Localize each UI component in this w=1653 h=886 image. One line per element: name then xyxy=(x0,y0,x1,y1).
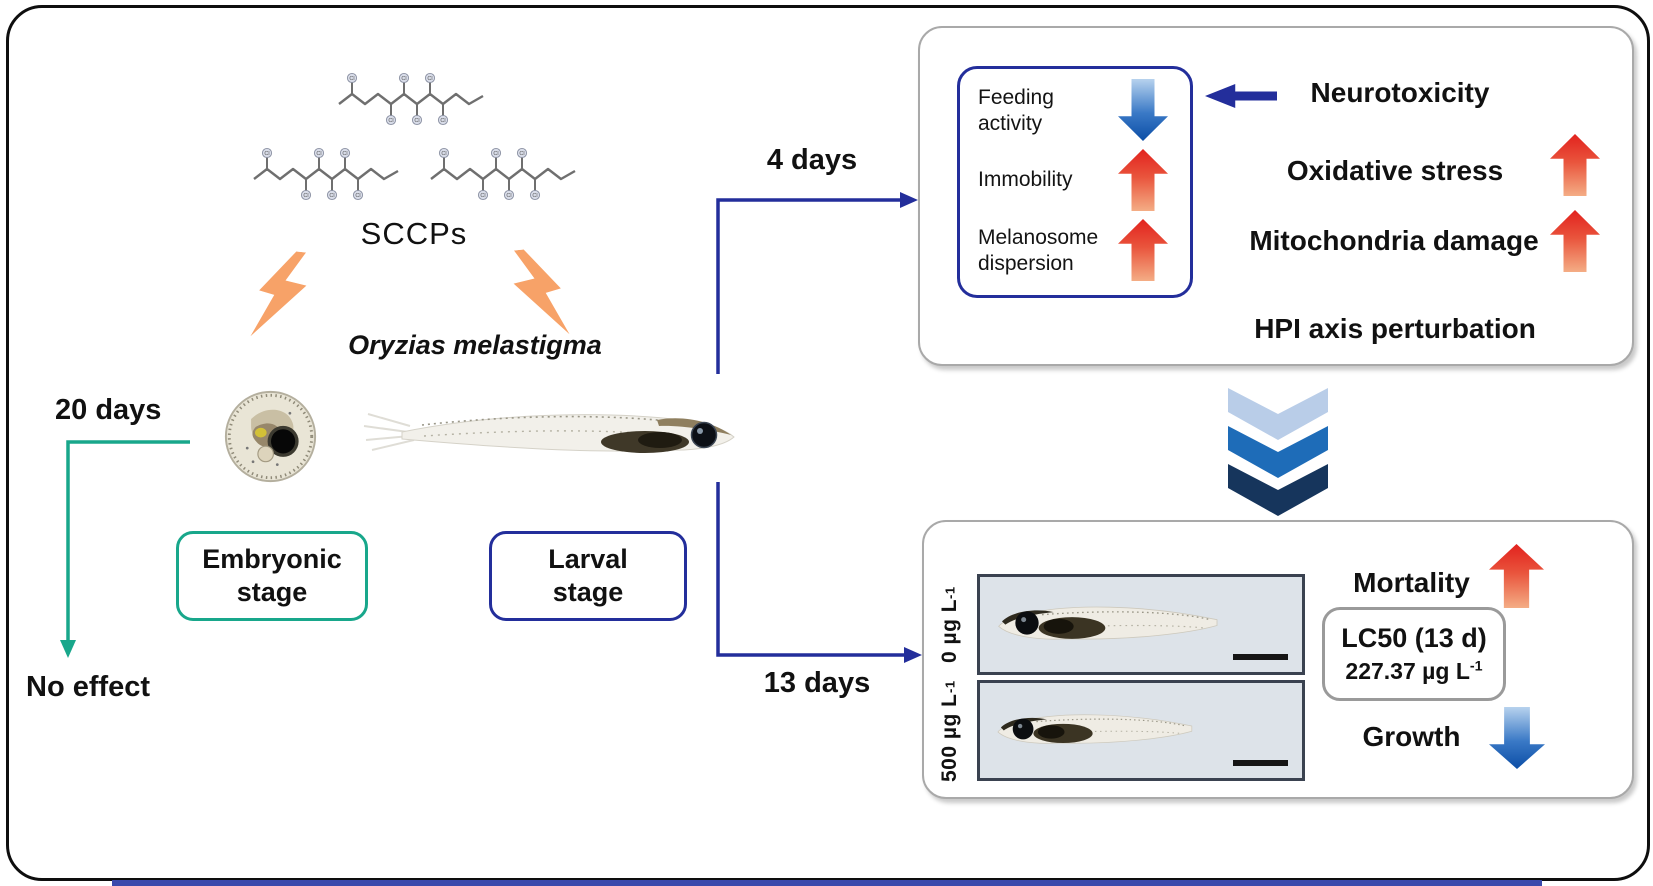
embryo-duration-label: 20 days xyxy=(55,394,162,426)
scale-bar xyxy=(1233,760,1288,766)
treated-concentration: 500 µg L xyxy=(938,693,961,782)
oxidative-stress-increase-arrow-icon xyxy=(1550,134,1600,196)
neurotoxicity-label: Neurotoxicity xyxy=(1310,77,1490,108)
chronic-effects-box: 0 µg L -1 500 µg L -1 Mortality xyxy=(922,520,1634,799)
long-exposure-label: 13 days xyxy=(763,667,871,699)
scale-bar xyxy=(1233,654,1288,660)
growth-label: Growth xyxy=(1362,721,1461,752)
mitochondria-damage-label: Mitochondria damage xyxy=(1249,225,1539,256)
mortality-label: Mortality xyxy=(1353,567,1470,598)
short-exposure-arrow xyxy=(716,192,918,374)
melanosome-dispersion-label: Melanosome dispersion xyxy=(978,226,1099,276)
no-effect-arrow xyxy=(60,440,190,658)
short-exposure-label: 4 days xyxy=(766,144,858,176)
larva-photo xyxy=(363,413,735,453)
no-effect-label: No effect xyxy=(26,671,151,703)
sccps-label: SCCPs xyxy=(360,216,468,251)
micrograph-control xyxy=(977,574,1305,675)
lc50-box: LC50 (13 d) 227.37 µg L-1 xyxy=(1322,607,1506,701)
organism-name: Oryzias melastigma xyxy=(348,330,602,360)
exposure-bolt-left-icon xyxy=(250,251,307,337)
embryonic-stage-label: Embryonic stage xyxy=(202,544,342,607)
control-fish-photo xyxy=(998,606,1218,640)
micrograph-treated xyxy=(977,680,1305,781)
lc50-title: LC50 (13 d) xyxy=(1341,623,1487,653)
neurotoxicity-pointer-arrow-icon xyxy=(1205,84,1277,108)
feeding-activity-label: Feeding activity xyxy=(978,86,1054,136)
control-concentration: 0 µg L xyxy=(938,599,961,664)
embryonic-stage-box: Embryonic stage xyxy=(176,531,368,621)
mitochondria-increase-arrow-icon xyxy=(1550,210,1600,272)
oxidative-stress-label: Oxidative stress xyxy=(1286,155,1504,186)
behavior-panel: Feeding activity Immobility Melanosome d… xyxy=(957,66,1193,298)
embryo-photo xyxy=(224,390,317,483)
treated-fish-photo xyxy=(997,714,1193,744)
larval-stage-box: Larval stage xyxy=(489,531,687,621)
long-exposure-arrow xyxy=(716,482,922,663)
sccp-molecule-2 xyxy=(252,147,400,201)
sccp-molecule-3 xyxy=(429,147,577,201)
micrograph-label-treated: 500 µg L -1 xyxy=(938,680,961,782)
immobility-increase-arrow-icon xyxy=(1118,149,1168,211)
micrograph-label-control: 0 µg L -1 xyxy=(938,586,961,664)
hpi-axis-label: HPI axis perturbation xyxy=(1254,313,1536,344)
bottom-edge-artifact xyxy=(112,880,1542,886)
sccp-molecule-1 xyxy=(337,72,485,126)
immobility-label: Immobility xyxy=(978,168,1073,191)
larval-stage-label: Larval stage xyxy=(548,544,628,607)
feeding-decrease-arrow-icon xyxy=(1118,79,1168,141)
exposure-bolt-right-icon xyxy=(513,249,570,335)
progression-chevrons-icon xyxy=(1228,388,1328,516)
melanosome-increase-arrow-icon xyxy=(1118,219,1168,281)
lc50-value: 227.37 µg L-1 xyxy=(1345,658,1483,684)
acute-effects-box: Feeding activity Immobility Melanosome d… xyxy=(918,26,1634,366)
